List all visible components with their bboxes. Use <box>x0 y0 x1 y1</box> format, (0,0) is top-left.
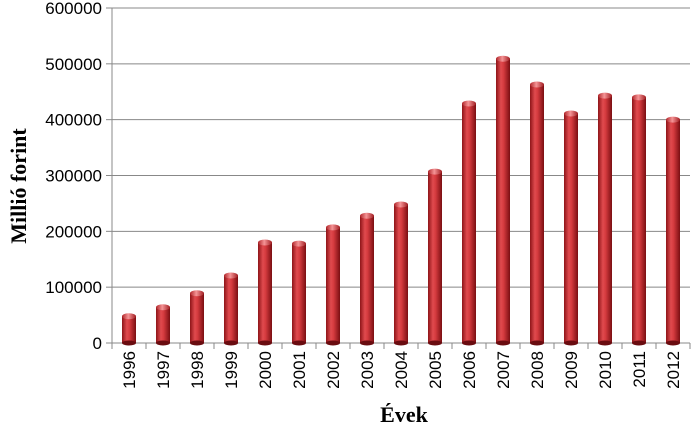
bar-base <box>462 340 476 346</box>
bar-1997 <box>156 304 170 346</box>
bar-base <box>564 340 578 346</box>
bar-base <box>360 340 374 346</box>
bars <box>122 55 680 346</box>
bar-base <box>530 340 544 346</box>
bar <box>666 119 680 344</box>
x-tick-label: 2000 <box>256 351 275 389</box>
bar-base <box>224 340 238 346</box>
gridlines <box>112 7 690 288</box>
x-tick-label: 2001 <box>290 351 309 389</box>
x-tick-labels: 1996 1997 1998 1999 2000 2001 2002 2003 2004 2005… <box>120 351 683 389</box>
bar-2008 <box>530 81 544 346</box>
x-tick-label: 2002 <box>324 351 343 389</box>
bar <box>632 97 646 343</box>
bar-cap <box>292 240 306 247</box>
bar-2011 <box>632 94 646 346</box>
bar-2001 <box>292 240 306 346</box>
x-tick-label: 2010 <box>596 351 615 389</box>
bar <box>156 307 170 343</box>
bar <box>190 293 204 343</box>
bar <box>462 103 476 343</box>
bar-cap <box>258 239 272 246</box>
bar-cap <box>224 272 238 279</box>
bar-base <box>666 340 680 346</box>
bar-base <box>156 340 170 346</box>
x-tick-label: 2007 <box>494 351 513 389</box>
bar-2005 <box>428 168 442 346</box>
bar-2012 <box>666 116 680 346</box>
x-tick-label: 1998 <box>188 351 207 389</box>
x-tick-label: 1996 <box>120 351 139 389</box>
bar-base <box>428 340 442 346</box>
bar-cap <box>190 290 204 297</box>
bar-base <box>326 340 340 346</box>
y-tick-label: 600000 <box>45 0 102 18</box>
bar-base <box>496 340 510 346</box>
bar <box>530 84 544 343</box>
bar-1998 <box>190 290 204 346</box>
bar-cap <box>394 201 408 208</box>
x-tick-label: 2006 <box>460 351 479 389</box>
x-tick-label: 2008 <box>528 351 547 389</box>
x-tick-label: 2011 <box>630 351 649 388</box>
bar-1996 <box>122 313 136 346</box>
y-tick-label: 500000 <box>45 55 102 74</box>
bar-cap <box>360 212 374 219</box>
x-tick-label: 1999 <box>222 351 241 389</box>
x-tick-label: 2003 <box>358 351 377 389</box>
y-tick-label: 0 <box>93 334 102 353</box>
bar <box>360 215 374 343</box>
bar <box>428 171 442 343</box>
bar-base <box>632 340 646 346</box>
bar-cap <box>564 110 578 117</box>
bar-cap <box>462 100 476 107</box>
bar-1999 <box>224 272 238 346</box>
y-tick-label: 300000 <box>45 167 102 186</box>
bar <box>258 242 272 343</box>
y-tick-labels: 0 100000 200000 300000 400000 500000 600000 <box>45 0 102 353</box>
x-tick-label: 2004 <box>392 351 411 389</box>
bar <box>122 316 136 343</box>
x-tick-label: 2009 <box>562 351 581 389</box>
bar-cap <box>156 304 170 311</box>
bar-cap <box>530 81 544 88</box>
y-tick-label: 400000 <box>45 111 102 130</box>
bar <box>598 95 612 344</box>
bar-cap <box>326 224 340 231</box>
bar-2002 <box>326 224 340 346</box>
bar-base <box>258 340 272 346</box>
bar-2010 <box>598 92 612 346</box>
y-axis-title: Millió forint <box>6 128 31 244</box>
bar <box>292 243 306 343</box>
x-tick-label: 2005 <box>426 351 445 389</box>
bar <box>564 113 578 344</box>
bar-base <box>394 340 408 346</box>
bar-base <box>292 340 306 346</box>
bar <box>326 227 340 343</box>
bar-base <box>598 340 612 346</box>
bar-cap <box>632 94 646 101</box>
bar-cap <box>496 55 510 62</box>
bar-2009 <box>564 110 578 346</box>
x-tick-label: 2012 <box>664 351 683 389</box>
bar-2006 <box>462 100 476 346</box>
bar-2000 <box>258 239 272 346</box>
bar-base <box>122 340 136 346</box>
bar-cap <box>122 313 136 320</box>
bar <box>394 204 408 343</box>
bar-2004 <box>394 201 408 346</box>
bar-base <box>190 340 204 346</box>
y-tick-label: 100000 <box>45 278 102 297</box>
bar <box>496 58 510 343</box>
x-tick-label: 1997 <box>154 351 173 389</box>
bar-2003 <box>360 212 374 346</box>
bar-2007 <box>496 55 510 346</box>
bar-cap <box>666 116 680 123</box>
y-tick-label: 200000 <box>45 222 102 241</box>
bar-cap <box>428 168 442 175</box>
x-axis-title: Évek <box>380 402 428 427</box>
bar-cap <box>598 92 612 99</box>
bar <box>224 275 238 343</box>
